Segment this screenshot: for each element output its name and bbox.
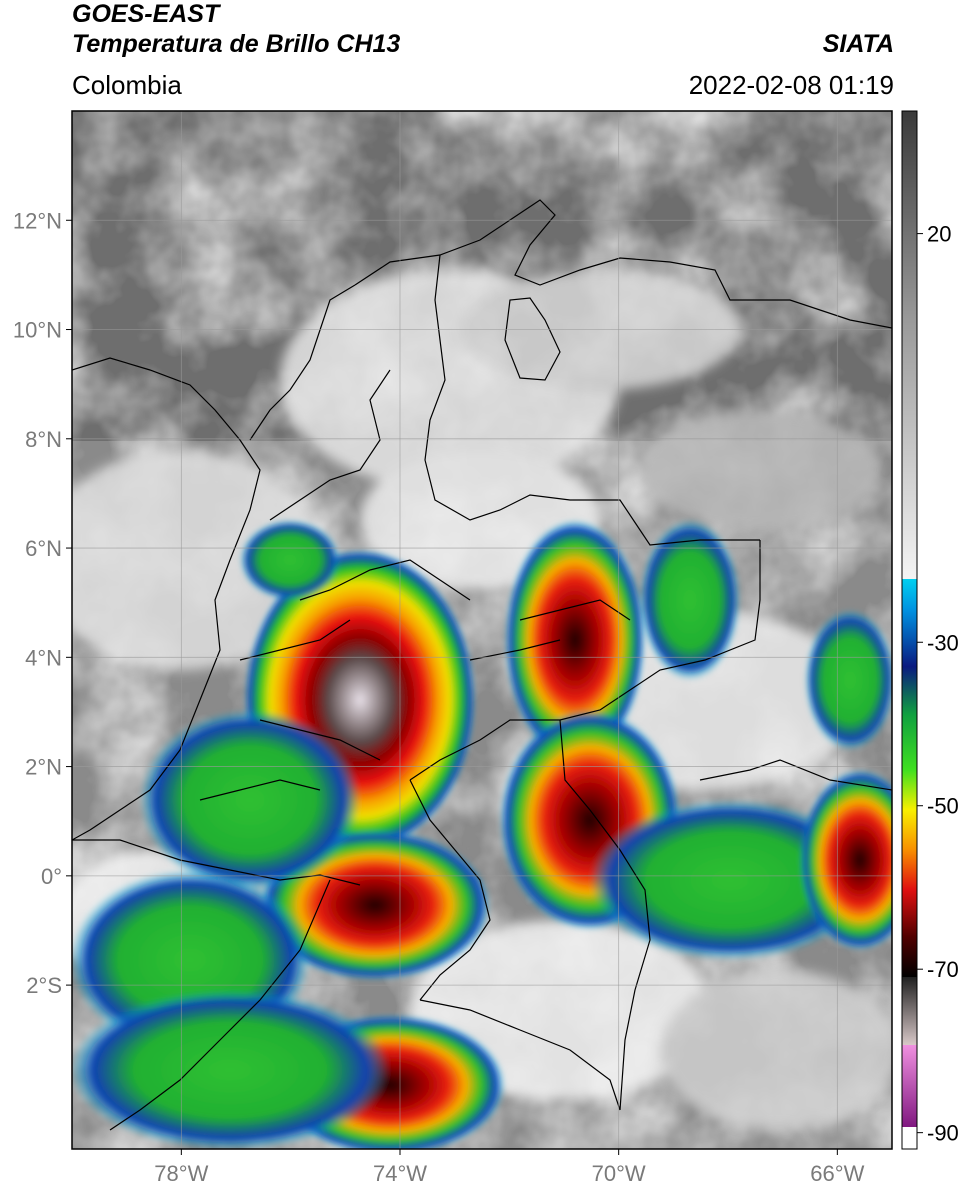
lat-tick-label: 6°N bbox=[25, 536, 62, 561]
lat-tick-label: 2°S bbox=[26, 973, 62, 998]
colorbar-grey-segment bbox=[902, 977, 917, 1045]
imagery-layer bbox=[72, 111, 892, 1149]
colorbar-tick-label: 20 bbox=[927, 222, 951, 247]
lat-tick-label: 0° bbox=[41, 864, 62, 889]
colorbar-frame bbox=[901, 110, 918, 1150]
country-borders bbox=[72, 199, 892, 1131]
colorbar-tick-label: -30 bbox=[927, 630, 959, 655]
graticule bbox=[72, 111, 892, 1149]
colorbar-cold-segment bbox=[902, 579, 917, 977]
lon-tick-label: 70°W bbox=[592, 1161, 646, 1186]
lon-tick-label: 66°W bbox=[810, 1161, 864, 1186]
latitude-labels: 12°N 10°N 8°N 6°N 4°N 2°N 0° 2°S bbox=[13, 208, 72, 998]
colorbar-pink-segment bbox=[902, 1045, 917, 1127]
lat-tick-label: 12°N bbox=[13, 208, 62, 233]
lat-tick-label: 10°N bbox=[13, 318, 62, 343]
lon-tick-label: 78°W bbox=[154, 1161, 208, 1186]
colorbar: 20 -30 -50 -70 -90 bbox=[901, 110, 959, 1150]
lat-tick-label: 8°N bbox=[25, 427, 62, 452]
product-title: Temperatura de Brillo CH13 bbox=[72, 30, 401, 58]
lon-tick-label: 74°W bbox=[373, 1161, 427, 1186]
datetime-label: 2022-02-08 01:19 bbox=[688, 70, 894, 100]
lat-tick-label: 2°N bbox=[25, 755, 62, 780]
map-frame bbox=[71, 110, 893, 1150]
longitude-labels: 78°W 74°W 70°W 66°W bbox=[154, 1149, 865, 1186]
colorbar-tick-label: -50 bbox=[927, 794, 959, 819]
colorbar-ticks: 20 -30 -50 -70 -90 bbox=[917, 222, 959, 1146]
agency-label: SIATA bbox=[822, 30, 894, 58]
colorbar-warm-segment bbox=[902, 111, 917, 579]
satellite-title: GOES-EAST bbox=[72, 0, 220, 28]
lat-tick-label: 4°N bbox=[25, 645, 62, 670]
colorbar-tick-label: -70 bbox=[927, 957, 959, 982]
region-label: Colombia bbox=[72, 70, 182, 100]
colorbar-white-segment bbox=[902, 1127, 917, 1149]
colorbar-tick-label: -90 bbox=[927, 1121, 959, 1146]
